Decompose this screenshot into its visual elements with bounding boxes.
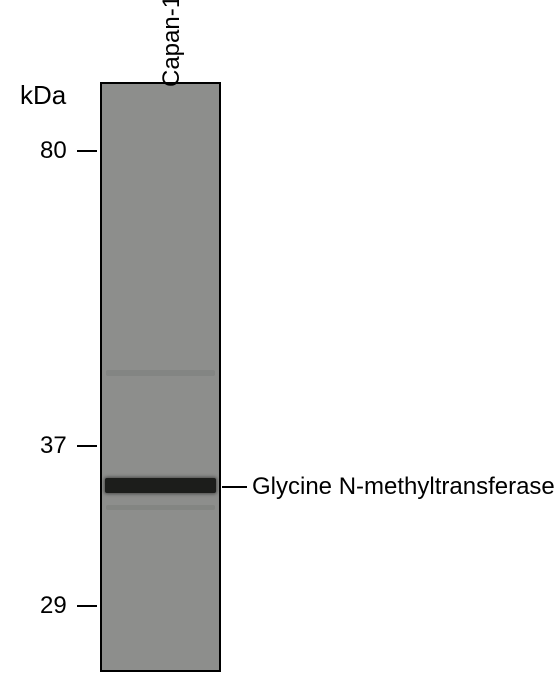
marker-label: 80 (40, 137, 67, 165)
marker-tick (77, 150, 97, 152)
marker-tick (77, 445, 97, 447)
protein-band (105, 478, 216, 493)
band-tick (222, 486, 247, 488)
blot-lane (100, 82, 221, 672)
faint-band (106, 370, 215, 376)
marker-label: 29 (40, 592, 67, 620)
marker-label: 37 (40, 432, 67, 460)
band-label: Glycine N-methyltransferase (252, 473, 555, 501)
kda-axis-label: kDa (20, 80, 66, 111)
western-blot-figure: kDa Capan-1 80 37 29 Glycine N-methyltrans… (0, 0, 555, 686)
faint-band (106, 505, 215, 510)
marker-tick (77, 605, 97, 607)
lane-label: Capan-1 (158, 0, 186, 87)
